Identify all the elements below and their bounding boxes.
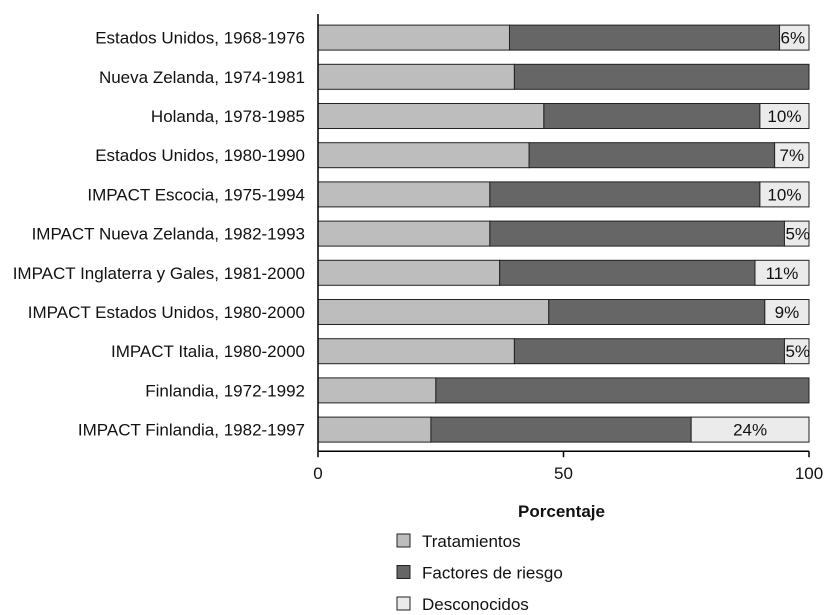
bar-segment-factores	[508, 24, 781, 51]
category-label: IMPACT Escocia, 1975-1994	[87, 185, 305, 204]
bar-segment-factores	[513, 338, 785, 365]
category-label: Holanda, 1978-1985	[151, 107, 305, 126]
bar-segment-factores	[528, 142, 776, 169]
bar-segment-tratamientos	[317, 416, 432, 443]
data-label: 10%	[767, 185, 801, 204]
x-tick-label: 100	[795, 464, 823, 483]
bar-segment-tratamientos	[317, 299, 550, 325]
category-label: Estados Unidos, 1980-1990	[95, 146, 305, 165]
bar-segment-tratamientos	[317, 220, 491, 247]
legend-swatch	[396, 565, 411, 579]
bar-segment-desconocidos	[783, 338, 810, 365]
legend-label: Factores de riesgo	[422, 564, 563, 583]
data-label: 24%	[733, 421, 767, 440]
x-tick-label: 50	[554, 464, 573, 483]
bar-segment-factores	[499, 259, 756, 286]
bar-segment-tratamientos	[317, 63, 515, 90]
category-label: Estados Unidos, 1968-1976	[95, 29, 305, 48]
bar-segment-desconocidos	[759, 103, 810, 129]
category-label: IMPACT Finlandia, 1982-1997	[78, 421, 305, 440]
data-label: 10%	[767, 107, 801, 126]
bar-segment-desconocidos	[774, 142, 810, 169]
bar-segment-factores	[489, 181, 761, 208]
legend: Tratamientos Factores de riesgo Desconocid…	[396, 532, 563, 614]
bars-layer: Estados Unidos, 1968-1976 6% Nueva Zelanda…	[13, 24, 810, 443]
bar-segment-factores	[489, 220, 785, 247]
category-label: Nueva Zelanda, 1974-1981	[99, 68, 305, 87]
bar-segment-tratamientos	[317, 103, 545, 129]
bar-segment-desconocidos	[764, 299, 810, 325]
x-tick-label: 0	[313, 464, 322, 483]
bar-segment-factores	[543, 103, 761, 129]
data-label: 6%	[781, 29, 806, 48]
category-label: IMPACT Nueva Zelanda, 1982-1993	[32, 225, 305, 244]
data-label: 5%	[785, 225, 810, 244]
bar-segment-factores	[513, 63, 810, 90]
category-label: IMPACT Italia, 1980-2000	[111, 342, 305, 361]
data-label: 7%	[780, 146, 805, 165]
bar-segment-tratamientos	[317, 259, 501, 286]
bar-segment-tratamientos	[317, 338, 515, 365]
data-label: 11%	[766, 264, 799, 283]
bar-segment-desconocidos	[690, 416, 810, 443]
legend-label: Desconocidos	[422, 595, 529, 614]
category-label: Finlandia, 1972-1992	[145, 381, 305, 400]
legend-swatch	[396, 596, 411, 611]
bar-segment-factores	[548, 299, 766, 325]
bar-segment-desconocidos	[779, 24, 810, 51]
bar-segment-tratamientos	[317, 181, 491, 208]
category-label: IMPACT Inglaterra y Gales, 1981-2000	[13, 264, 305, 283]
bar-segment-factores	[435, 377, 810, 404]
category-label: IMPACT Estados Unidos, 1980-2000	[28, 303, 305, 322]
data-label: 9%	[775, 303, 800, 322]
bar-segment-factores	[430, 416, 692, 443]
bar-segment-tratamientos	[317, 142, 530, 169]
x-axis: 0 50 100 Porcentaje	[313, 14, 823, 521]
x-axis-label: Porcentaje	[518, 502, 605, 521]
legend-swatch	[396, 533, 411, 548]
bar-segment-desconocidos	[759, 181, 810, 208]
bar-segment-tratamientos	[317, 24, 510, 51]
legend-label: Tratamientos	[422, 532, 521, 551]
bar-segment-tratamientos	[317, 377, 437, 404]
bar-segment-desconocidos	[754, 259, 810, 286]
bar-segment-desconocidos	[783, 220, 810, 247]
data-label: 5%	[785, 342, 810, 361]
